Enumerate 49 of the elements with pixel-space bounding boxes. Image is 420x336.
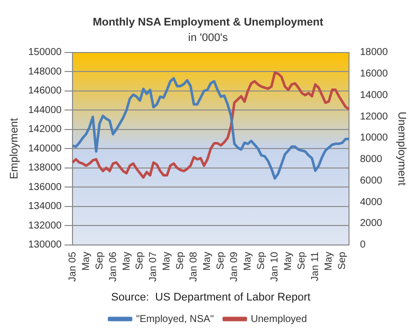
x-tick-label: Jan 07: [148, 251, 160, 282]
y-tick-label: 130000: [28, 240, 62, 251]
y-tick-label: 148000: [28, 66, 62, 78]
legend-label: Unemployed: [250, 314, 307, 325]
y2-tick-label: 0: [360, 240, 366, 251]
x-tick-label: May: [121, 252, 132, 271]
y-tick-label: 132000: [28, 220, 62, 232]
y2-tick-label: 8000: [360, 154, 383, 166]
y-tick-label: 144000: [28, 104, 62, 116]
x-tick-label: May: [283, 252, 294, 271]
chart-subtitle: in '000's: [188, 32, 228, 44]
x-tick-label: Jan 08: [188, 251, 200, 282]
y2-tick-label: 10000: [360, 132, 388, 144]
y-axis-title: Employment: [8, 118, 21, 180]
y-tick-label: 150000: [28, 47, 62, 58]
y2-tick-label: 4000: [360, 196, 383, 208]
x-tick-label: Jan 06: [108, 251, 119, 282]
y2-tick-label: 16000: [360, 68, 388, 80]
x-tick-label: May: [162, 252, 173, 271]
x-tick-label: Jan 05: [67, 251, 78, 282]
y2-tick-label: 18000: [360, 47, 388, 58]
y2-tick-label: 2000: [360, 218, 383, 230]
x-tick-label: Sep: [216, 251, 227, 270]
x-tick-label: May: [242, 252, 254, 271]
x-tick-label: Sep: [296, 251, 308, 270]
x-tick-label: Sep: [337, 251, 348, 270]
y2-tick-label: 6000: [360, 175, 383, 186]
x-tick-label: Sep: [134, 251, 146, 270]
source-note: Source: US Department of Labor Report: [111, 291, 310, 304]
y-tick-label: 142000: [28, 124, 62, 136]
x-tick-label: Sep: [94, 251, 106, 270]
y2-tick-label: 12000: [360, 111, 388, 122]
x-tick-label: Jan 09: [229, 251, 240, 282]
y-tick-label: 134000: [28, 201, 62, 212]
chart-title: Monthly NSA Employment & Unemployment: [92, 16, 324, 29]
y-tick-label: 140000: [28, 143, 62, 154]
y2-axis-title: Unemployment: [395, 112, 408, 186]
x-tick-label: May: [324, 252, 335, 271]
x-tick-label: Jan 10: [270, 251, 281, 282]
legend-label: "Employed, NSA": [136, 314, 214, 325]
x-tick-label: May: [202, 252, 214, 271]
x-tick-label: Sep: [256, 251, 268, 270]
y-tick-label: 146000: [28, 86, 62, 97]
x-tick-label: Jan 11: [310, 251, 322, 282]
x-tick-label: Sep: [175, 251, 186, 270]
y2-tick-label: 14000: [360, 90, 388, 101]
y-tick-label: 136000: [28, 182, 62, 193]
x-tick-label: May: [80, 252, 92, 271]
y-tick-label: 138000: [28, 162, 62, 174]
